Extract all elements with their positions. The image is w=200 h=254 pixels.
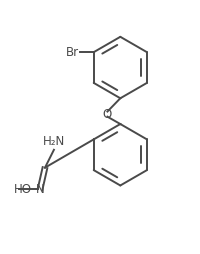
Text: HO: HO [14, 183, 32, 196]
Text: N: N [35, 183, 44, 196]
Text: O: O [102, 108, 112, 121]
Text: Br: Br [65, 46, 78, 59]
Text: H₂N: H₂N [43, 135, 65, 148]
